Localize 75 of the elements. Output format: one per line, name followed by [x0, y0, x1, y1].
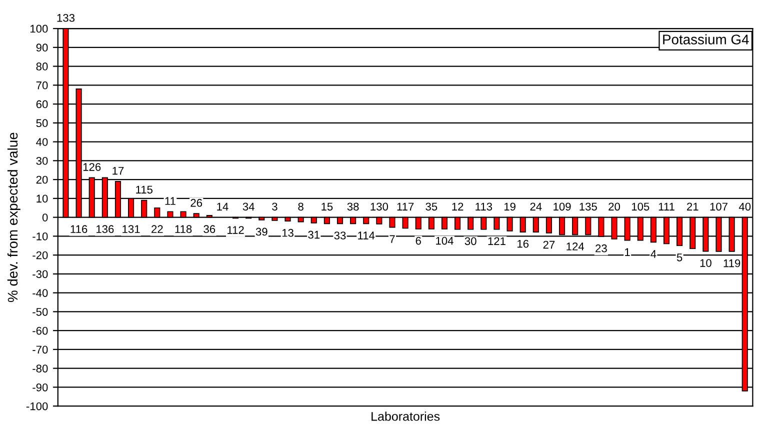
x-tick-label: 115 [136, 186, 152, 194]
chart-title: Potassium G4 [663, 34, 749, 44]
x-tick-label: 133 [57, 14, 75, 22]
x-tick-label: 111 [658, 202, 674, 210]
x-tick-label: 104 [436, 236, 454, 245]
x-tick-label: 36 [204, 225, 216, 234]
y-axis-title: % dev. from expected value [7, 132, 20, 302]
x-tick-label: 107 [710, 202, 728, 211]
y-tick-label: 80 [36, 62, 48, 70]
x-tick-label: 27 [543, 240, 555, 249]
x-tick-label: 39 [256, 228, 268, 236]
y-tick-label: 100 [30, 24, 48, 33]
x-tick-label: 116 [70, 225, 88, 234]
x-tick-label: 131 [122, 225, 140, 234]
y-tick-label: -60 [32, 326, 48, 335]
y-tick-label: 90 [36, 44, 48, 52]
y-tick-label: -80 [32, 364, 48, 372]
x-tick-label: 12 [452, 202, 464, 210]
x-tick-label: 112 [228, 226, 244, 234]
y-tick-label: 50 [36, 119, 48, 128]
y-tick-label: -30 [32, 270, 48, 278]
x-tick-label: 135 [580, 202, 597, 211]
x-tick-label: 124 [566, 242, 584, 250]
y-tick-label: 40 [36, 138, 48, 146]
x-tick-label: 119 [724, 259, 740, 268]
y-tick-label: -90 [32, 383, 48, 392]
x-tick-label: 16 [518, 240, 529, 248]
x-tick-label: 24 [530, 202, 542, 210]
y-tick-label: -100 [26, 402, 48, 410]
x-tick-label: 130 [370, 202, 388, 211]
x-tick-label: 7 [390, 235, 395, 243]
y-tick-label: 60 [36, 100, 48, 108]
x-tick-label: 34 [242, 202, 254, 211]
x-tick-label: 114 [358, 232, 375, 240]
x-tick-label: 19 [504, 202, 516, 211]
y-tick-label: -20 [32, 251, 48, 260]
y-tick-label: 0 [42, 214, 48, 222]
x-tick-label: 4 [650, 250, 656, 258]
x-tick-label: 121 [488, 237, 506, 245]
x-tick-label: 13 [282, 228, 294, 237]
x-tick-label: 22 [152, 225, 163, 233]
x-tick-label: 6 [416, 236, 421, 245]
x-tick-label: 109 [554, 202, 571, 211]
x-tick-label: 21 [687, 202, 698, 210]
x-tick-label: 31 [308, 230, 320, 239]
x-tick-label: 113 [476, 202, 492, 211]
y-tick-label: 20 [36, 176, 48, 184]
x-tick-label: 11 [165, 197, 176, 205]
x-tick-label: 117 [397, 202, 414, 210]
x-tick-label: 17 [112, 166, 124, 175]
x-tick-label: 105 [632, 202, 650, 211]
y-tick-label: 30 [36, 156, 48, 165]
x-tick-label: 15 [322, 202, 333, 211]
x-tick-label: 136 [96, 225, 114, 234]
x-tick-label: 35 [426, 202, 438, 211]
x-tick-label: 40 [738, 202, 751, 211]
x-tick-label: 5 [676, 254, 682, 262]
y-tick-label: -40 [32, 289, 48, 297]
x-tick-label: 23 [596, 244, 607, 252]
y-tick-label: 70 [36, 81, 48, 90]
y-tick-label: -70 [32, 346, 48, 354]
x-tick-label: 38 [347, 202, 359, 211]
y-tick-label: -10 [32, 232, 48, 240]
x-tick-label: 3 [272, 202, 278, 211]
x-axis-title: Laboratories [372, 412, 440, 421]
x-tick-label: 8 [298, 202, 304, 211]
x-tick-label: 118 [175, 225, 192, 234]
x-tick-label: 126 [83, 163, 101, 171]
x-tick-label: 20 [608, 202, 620, 211]
x-tick-label: 26 [190, 198, 202, 207]
x-tick-label: 14 [217, 202, 228, 210]
x-tick-label: 30 [464, 237, 476, 246]
x-tick-label: 1 [625, 248, 630, 256]
x-tick-label: 33 [334, 232, 346, 240]
y-tick-label: -50 [32, 308, 48, 316]
